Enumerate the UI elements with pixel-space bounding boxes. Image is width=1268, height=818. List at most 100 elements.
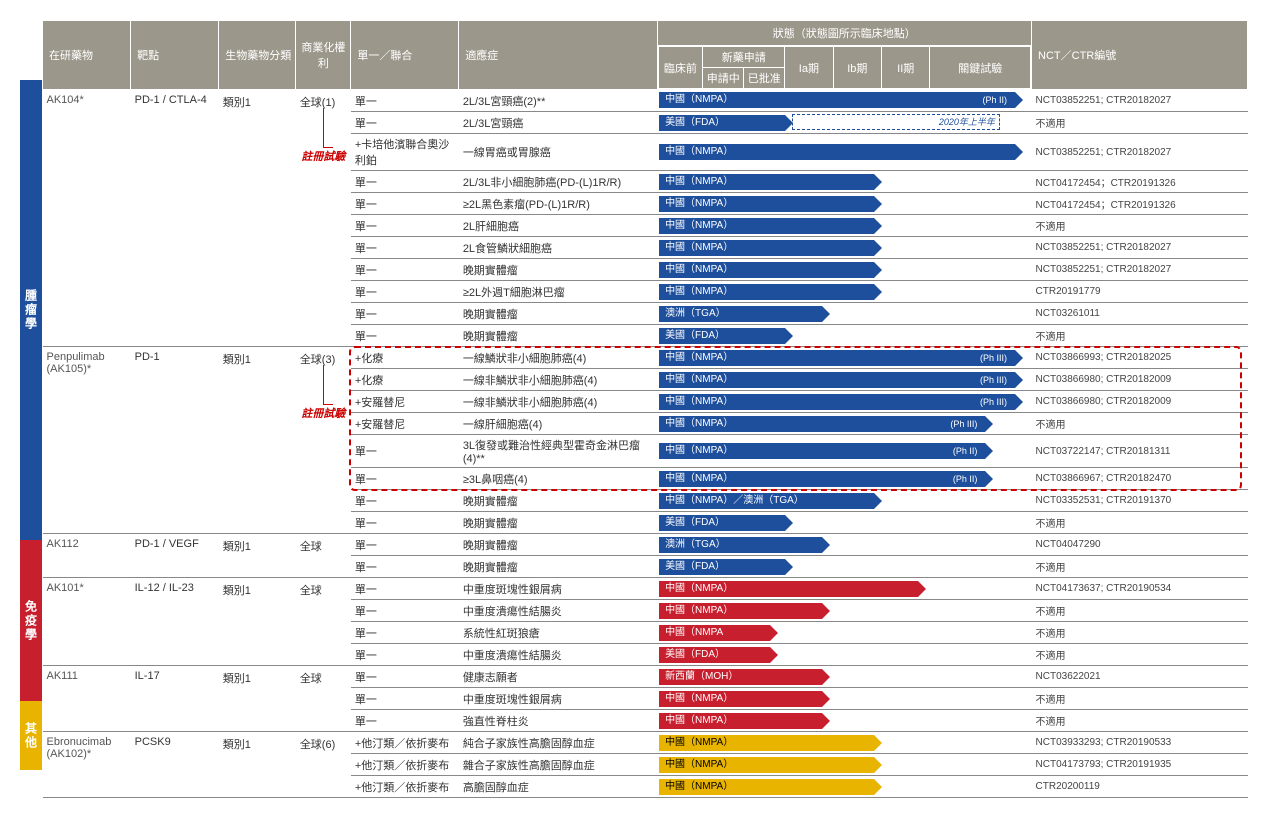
mono-cell: +他汀類／依折麥布: [351, 776, 459, 798]
mono-cell: 單一: [351, 90, 459, 112]
nct-cell: NCT04173793; CTR20191935: [1032, 754, 1248, 776]
mono-cell: 單一: [351, 193, 459, 215]
indication-cell: ≥2L外週T細胞淋巴瘤: [459, 281, 657, 303]
phase-tag: (Ph II): [949, 443, 982, 459]
mono-cell: 單一: [351, 215, 459, 237]
mono-cell: 單一: [351, 688, 459, 710]
registration-label: 註冊試驗: [296, 405, 351, 421]
nct-cell: 不適用: [1032, 325, 1248, 347]
nct-cell: NCT04172454；CTR20191326: [1032, 171, 1248, 193]
mono-cell: +化療: [351, 369, 459, 391]
nct-cell: NCT03866967; CTR20182470: [1032, 468, 1248, 490]
pipeline-row: Ebronucimab (AK102)*PCSK9類別1全球(6)+他汀類／依折…: [43, 732, 1248, 754]
nct-cell: NCT03866993; CTR20182025: [1032, 347, 1248, 369]
nct-cell: NCT04172454；CTR20191326: [1032, 193, 1248, 215]
indication-cell: 一線胃癌或胃腺癌: [459, 134, 657, 171]
hdr-pivotal: 關鍵試驗: [930, 47, 1031, 89]
indication-cell: 一線鱗狀非小細胞肺癌(4): [459, 347, 657, 369]
indication-cell: 一線非鱗狀非小細胞肺癌(4): [459, 369, 657, 391]
indication-cell: 雜合子家族性高膽固醇血症: [459, 754, 657, 776]
bio-cell: 類別1: [219, 732, 296, 798]
nct-cell: NCT03352531; CTR20191370: [1032, 490, 1248, 512]
nct-cell: NCT03852251; CTR20182027: [1032, 90, 1248, 112]
bio-cell: 類別1: [219, 666, 296, 732]
target-cell: PD-1: [131, 347, 219, 534]
status-cell: 中國（NMPA）: [657, 193, 1031, 215]
status-cell: 澳洲（TGA）: [657, 303, 1031, 325]
nct-cell: NCT03261011: [1032, 303, 1248, 325]
hdr-nda-app: 已批准: [744, 68, 784, 88]
nct-cell: 不適用: [1032, 688, 1248, 710]
nct-cell: 不適用: [1032, 556, 1248, 578]
status-cell: 中國（NMPA）: [657, 732, 1031, 754]
mono-cell: 單一: [351, 259, 459, 281]
nct-cell: 不適用: [1032, 600, 1248, 622]
mono-cell: 單一: [351, 303, 459, 325]
indication-cell: 晚期實體瘤: [459, 303, 657, 325]
indication-cell: 晚期實體瘤: [459, 534, 657, 556]
indication-cell: 3L復發或難治性經典型霍奇金淋巴瘤(4)**: [459, 435, 657, 468]
status-cell: 中國（NMPA）／澳洲（TGA）: [657, 490, 1031, 512]
drug-cell: Ebronucimab (AK102)*: [43, 732, 131, 798]
target-cell: PD-1 / VEGF: [131, 534, 219, 578]
mono-cell: 單一: [351, 512, 459, 534]
drug-cell: AK112: [43, 534, 131, 578]
pipeline-row: AK104*PD-1 / CTLA-4類別1全球(1)註冊試驗單一2L/3L宮頸…: [43, 90, 1248, 112]
bio-cell: 類別1: [219, 534, 296, 578]
rights-cell: 全球(1)註冊試驗: [296, 90, 351, 347]
indication-cell: 2L食管鱗狀細胞癌: [459, 237, 657, 259]
mono-cell: 單一: [351, 325, 459, 347]
status-cell: 中國（NMPA）(Ph III): [657, 369, 1031, 391]
mono-cell: +他汀類／依折麥布: [351, 732, 459, 754]
indication-cell: 中重度潰瘍性結腸炎: [459, 644, 657, 666]
rights-cell: 全球: [296, 666, 351, 732]
status-cell: 美國（FDA）: [657, 325, 1031, 347]
pipeline-row: AK112PD-1 / VEGF類別1全球單一晚期實體瘤澳洲（TGA）NCT04…: [43, 534, 1248, 556]
status-cell: 中國（NMPA）: [657, 710, 1031, 732]
hdr-nda-sub: 申請中: [703, 68, 744, 88]
status-cell: 美國（FDA）2020年上半年: [657, 112, 1031, 134]
hdr-drug: 在研藥物: [43, 21, 131, 90]
mono-cell: 單一: [351, 600, 459, 622]
pipeline-row: AK111IL-17類別1全球單一健康志願者新西蘭（MOH）NCT0362202…: [43, 666, 1248, 688]
mono-cell: +安羅替尼: [351, 391, 459, 413]
status-cell: 中國（NMPA）(Ph II): [657, 90, 1031, 112]
nct-cell: NCT03622021: [1032, 666, 1248, 688]
indication-cell: 晚期實體瘤: [459, 490, 657, 512]
nct-cell: NCT03852251; CTR20182027: [1032, 237, 1248, 259]
indication-cell: 一線非鱗狀非小細胞肺癌(4): [459, 391, 657, 413]
bio-cell: 類別1: [219, 347, 296, 534]
indication-cell: 晚期實體瘤: [459, 556, 657, 578]
status-cell: 中國（NMPA）: [657, 578, 1031, 600]
drug-cell: AK111: [43, 666, 131, 732]
status-cell: 中國（NMPA）: [657, 259, 1031, 281]
mono-cell: 單一: [351, 710, 459, 732]
hdr-p1a: Ia期: [785, 47, 833, 89]
indication-cell: 晚期實體瘤: [459, 512, 657, 534]
mono-cell: 單一: [351, 578, 459, 600]
phase-tag: (Ph II): [949, 471, 982, 487]
mono-cell: 單一: [351, 237, 459, 259]
registration-label: 註冊試驗: [296, 148, 351, 164]
mono-cell: 單一: [351, 490, 459, 512]
status-cell: 美國（FDA）: [657, 512, 1031, 534]
hdr-p2: II期: [882, 47, 930, 89]
status-cell: 中國（NMPA）(Ph III): [657, 391, 1031, 413]
nct-cell: CTR20191779: [1032, 281, 1248, 303]
indication-cell: 2L/3L宮頸癌(2)**: [459, 90, 657, 112]
status-cell: 中國（NMPA）: [657, 754, 1031, 776]
mono-cell: +安羅替尼: [351, 413, 459, 435]
nct-cell: 不適用: [1032, 512, 1248, 534]
status-cell: 中國（NMPA）: [657, 237, 1031, 259]
bio-cell: 類別1: [219, 578, 296, 666]
rights-cell: 全球: [296, 578, 351, 666]
hdr-p1b: Ib期: [833, 47, 881, 89]
drug-cell: Penpulimab (AK105)*: [43, 347, 131, 534]
rights-cell: 全球(3)註冊試驗: [296, 347, 351, 534]
status-cell: 中國（NMPA）: [657, 215, 1031, 237]
mono-cell: 單一: [351, 556, 459, 578]
rights-cell: 全球: [296, 534, 351, 578]
indication-cell: 2L/3L宮頸癌: [459, 112, 657, 134]
status-cell: 美國（FDA）: [657, 644, 1031, 666]
status-cell: 澳洲（TGA）: [657, 534, 1031, 556]
